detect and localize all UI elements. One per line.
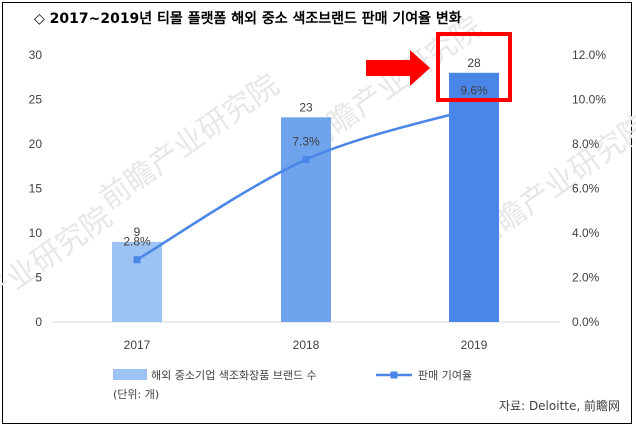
highlight-annotation xyxy=(366,32,512,102)
bar-layer xyxy=(112,72,499,322)
watermark-text-0: 前瞻产业研究院 xyxy=(94,68,286,217)
watermark-text-3: 前瞻产业研究院 xyxy=(0,200,119,349)
y-left-tick-label: 30 xyxy=(29,48,43,62)
chart-title: ◇ 2017~2019년 티몰 플랫폼 해외 중소 색조브랜드 판매 기여율 변… xyxy=(34,11,462,27)
line-value-label: 2.8% xyxy=(123,235,151,249)
legend-swatch-marker xyxy=(390,371,398,379)
y-left-tick-label: 0 xyxy=(35,315,42,329)
y-right-tick-label: 10.0% xyxy=(572,93,606,107)
bar-2017 xyxy=(112,241,162,322)
y-left-tick-label: 25 xyxy=(29,93,43,107)
arrow-icon xyxy=(366,50,430,86)
line-point-2017 xyxy=(133,256,141,264)
y-left-tick-label: 20 xyxy=(29,137,43,151)
legend-unit-note: (단위: 개) xyxy=(113,388,159,401)
x-tick-label: 2018 xyxy=(293,338,320,352)
source-note: 자료: Deloitte, 前瞻网 xyxy=(499,398,620,413)
legend-swatch-bars xyxy=(113,369,147,380)
y-left-tick-label: 15 xyxy=(29,182,43,196)
bar-value-label: 9 xyxy=(134,225,141,239)
line-point-2019 xyxy=(470,104,478,112)
legend-label-bars: 해외 중소기업 색조화장품 브랜드 수 xyxy=(151,368,317,382)
line-layer xyxy=(133,104,478,264)
line-value-label: 7.3% xyxy=(292,135,320,149)
bar-2019 xyxy=(449,72,499,322)
y-left-tick-label: 10 xyxy=(29,226,43,240)
y-right-tick-label: 2.0% xyxy=(572,271,600,285)
y-right-tick-label: 8.0% xyxy=(572,137,600,151)
y-right-tick-label: 4.0% xyxy=(572,226,600,240)
x-tick-label: 2019 xyxy=(461,338,488,352)
bar-value-label: 23 xyxy=(299,100,313,114)
y-right-tick-label: 6.0% xyxy=(572,182,600,196)
legend-label-line: 판매 기여율 xyxy=(418,369,472,382)
y-left-tick-label: 5 xyxy=(35,271,42,285)
x-tick-label: 2017 xyxy=(124,338,151,352)
legend: 해외 중소기업 색조화장품 브랜드 수 (단위: 개) 판매 기여율 xyxy=(113,368,472,401)
highlight-box xyxy=(436,32,512,102)
y-right-tick-label: 12.0% xyxy=(572,48,606,62)
y-right-tick-label: 0.0% xyxy=(572,315,600,329)
bar-value-label: 28 xyxy=(467,56,481,70)
line-value-label: 9.6% xyxy=(460,83,488,97)
data-label-layer: 9 23 28 2.8% 7.3% 9.6% xyxy=(123,56,488,249)
line-point-2018 xyxy=(302,156,310,164)
